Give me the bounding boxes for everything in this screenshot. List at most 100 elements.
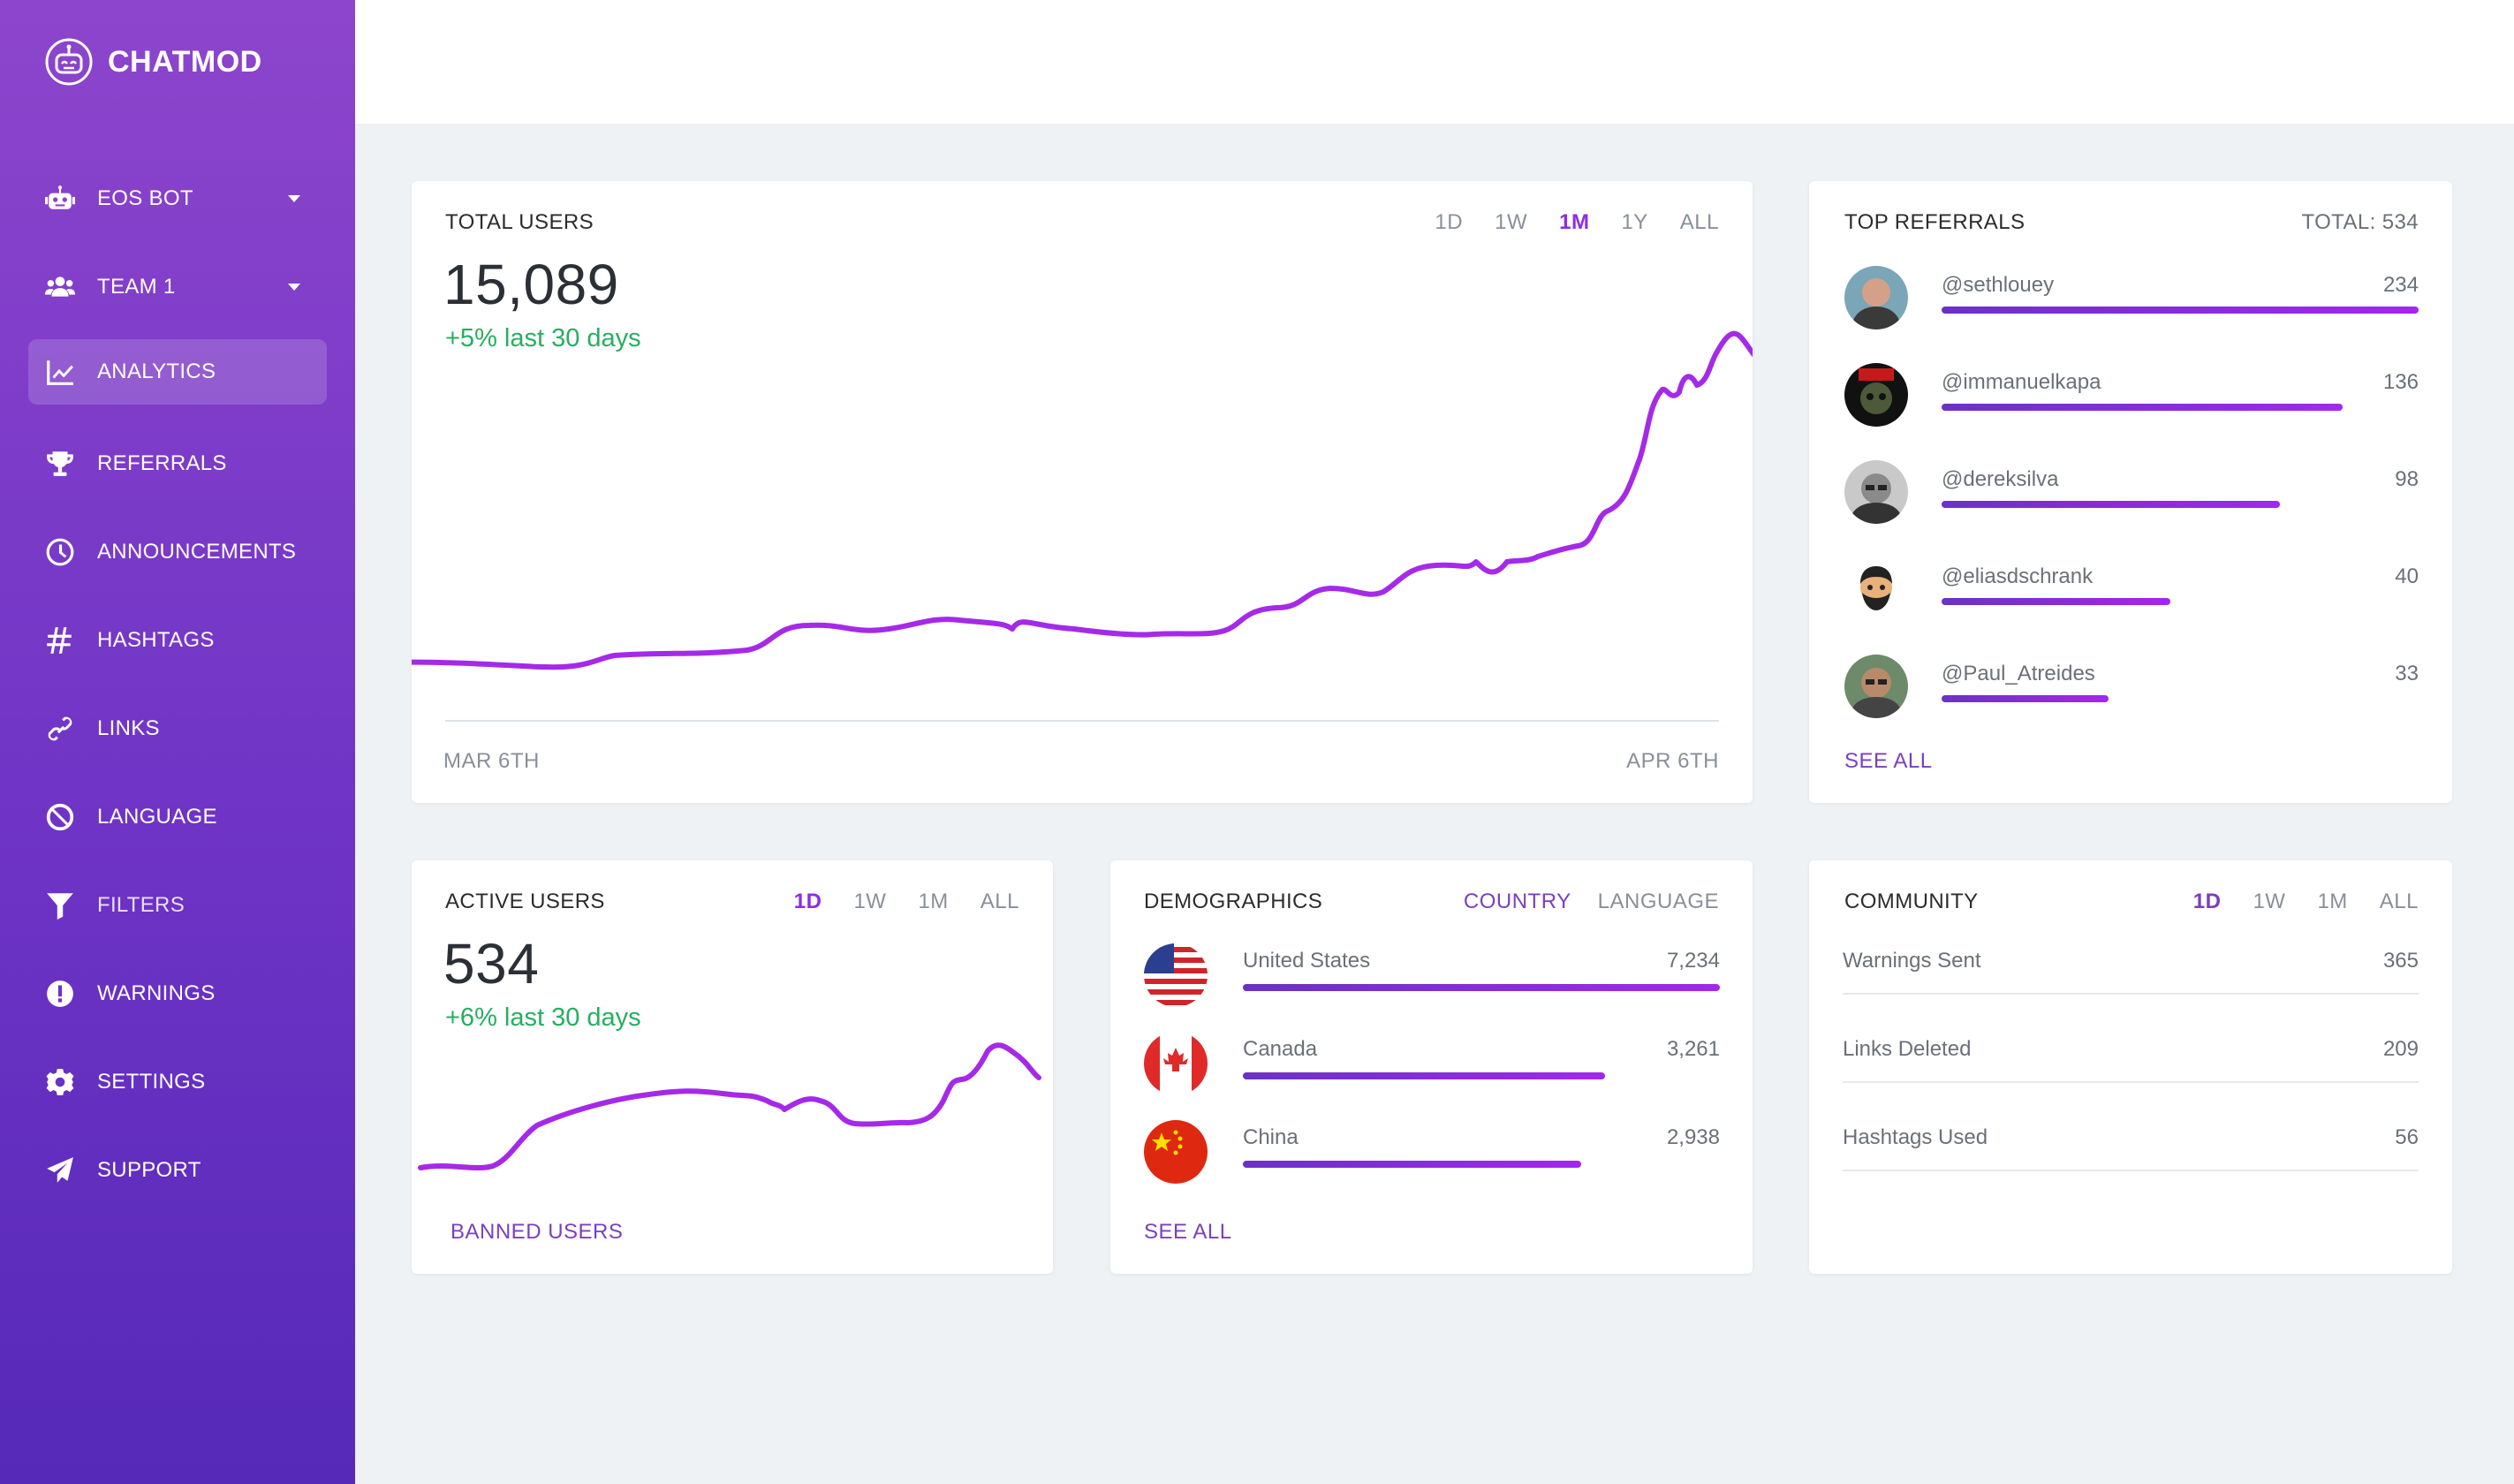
filter-icon bbox=[44, 890, 76, 921]
sidebar-item-settings[interactable]: SETTINGS bbox=[28, 1049, 327, 1115]
sidebar-item-filters[interactable]: FILTERS bbox=[28, 873, 327, 938]
tab-country[interactable]: COUNTRY bbox=[1463, 890, 1571, 913]
referral-row[interactable]: @eliasdschrank 40 bbox=[1844, 557, 2419, 628]
range-tab-all[interactable]: ALL bbox=[1679, 210, 1719, 234]
chart-line-icon bbox=[44, 356, 76, 388]
referral-bar bbox=[1942, 598, 2419, 605]
sidebar-item-support[interactable]: SUPPORT bbox=[28, 1138, 327, 1203]
country-row[interactable]: Canada 3,261 bbox=[1144, 1032, 1720, 1102]
community-stat-row: Links Deleted 209 bbox=[1843, 1032, 2419, 1083]
referral-bar bbox=[1942, 501, 2419, 508]
stat-value: 365 bbox=[2382, 949, 2419, 973]
top-bar bbox=[355, 0, 2514, 124]
range-tab-1m[interactable]: 1M bbox=[2317, 890, 2348, 913]
sidebar: CHATMOD EOS BOT TEAM 1 ANALYTICS REFERRA… bbox=[0, 0, 355, 1484]
avatar bbox=[1844, 655, 1908, 718]
sidebar-item-links[interactable]: LINKS bbox=[28, 696, 327, 761]
sidebar-item-analytics[interactable]: ANALYTICS bbox=[28, 339, 327, 405]
range-tab-1d[interactable]: 1D bbox=[1435, 210, 1464, 234]
total-users-series-line bbox=[412, 330, 1753, 670]
range-tab-1d[interactable]: 1D bbox=[793, 890, 822, 913]
range-tabs: 1D 1W 1M ALL bbox=[762, 890, 1019, 914]
country-bar bbox=[1243, 984, 1720, 991]
sidebar-item-eos-bot[interactable]: EOS BOT bbox=[28, 166, 327, 231]
brand[interactable]: CHATMOD bbox=[44, 37, 262, 87]
card-title: COMMUNITY bbox=[1844, 890, 1979, 913]
sidebar-item-label: REFERRALS bbox=[97, 451, 227, 475]
x-axis-end-label: APR 6TH bbox=[1626, 749, 1719, 773]
sidebar-item-label: FILTERS bbox=[97, 893, 186, 917]
referral-row[interactable]: @dereksilva 98 bbox=[1844, 460, 2419, 531]
referral-bar bbox=[1942, 404, 2419, 411]
referral-bar-fill bbox=[1942, 695, 2109, 702]
avatar bbox=[1844, 557, 1908, 621]
caret-down-icon bbox=[288, 284, 300, 291]
referral-row[interactable]: @Paul_Atreides 33 bbox=[1844, 655, 2419, 725]
sidebar-item-label: SUPPORT bbox=[97, 1158, 201, 1182]
gear-icon bbox=[44, 1066, 76, 1098]
referral-row[interactable]: @immanuelkapa 136 bbox=[1844, 363, 2419, 434]
range-tab-1d[interactable]: 1D bbox=[2192, 890, 2222, 913]
card-title: ACTIVE USERS bbox=[445, 890, 605, 913]
country-name: United States bbox=[1243, 949, 1371, 973]
range-tab-all[interactable]: ALL bbox=[2379, 890, 2419, 913]
community-stat-row: Warnings Sent 365 bbox=[1843, 943, 2419, 995]
country-name: China bbox=[1243, 1125, 1299, 1149]
sidebar-item-announcements[interactable]: ANNOUNCEMENTS bbox=[28, 519, 327, 585]
sidebar-item-warnings[interactable]: WARNINGS bbox=[28, 961, 327, 1026]
country-row[interactable]: United States 7,234 bbox=[1144, 943, 1720, 1014]
sidebar-item-referrals[interactable]: REFERRALS bbox=[28, 431, 327, 496]
referral-count: 40 bbox=[2395, 564, 2419, 588]
avatar bbox=[1844, 266, 1908, 329]
referral-row[interactable]: @sethlouey 234 bbox=[1844, 266, 2419, 337]
country-count: 7,234 bbox=[1666, 949, 1720, 973]
country-row[interactable]: China 2,938 bbox=[1144, 1120, 1720, 1191]
range-tab-all[interactable]: ALL bbox=[980, 890, 1019, 913]
avatar bbox=[1844, 363, 1908, 427]
range-tab-1y[interactable]: 1Y bbox=[1621, 210, 1648, 234]
brand-name: CHATMOD bbox=[108, 44, 262, 79]
referral-name: @immanuelkapa bbox=[1942, 370, 2101, 394]
demographics-card: DEMOGRAPHICS COUNTRY LANGUAGE United Sta… bbox=[1110, 860, 1753, 1274]
hashtag-icon bbox=[44, 625, 76, 656]
caret-down-icon bbox=[288, 195, 300, 202]
range-tab-1w[interactable]: 1W bbox=[853, 890, 887, 913]
canada-flag-icon bbox=[1144, 1032, 1208, 1095]
community-card: COMMUNITY 1D 1W 1M ALL Warnings Sent 365… bbox=[1809, 860, 2452, 1274]
banned-users-link[interactable]: BANNED USERS bbox=[451, 1220, 624, 1244]
tab-language[interactable]: LANGUAGE bbox=[1597, 890, 1719, 913]
referral-count: 33 bbox=[2395, 662, 2419, 685]
card-title: DEMOGRAPHICS bbox=[1144, 890, 1323, 913]
referral-bar-fill bbox=[1942, 404, 2343, 411]
country-count: 2,938 bbox=[1666, 1125, 1720, 1149]
range-tabs: 1D 1W 1M 1Y ALL bbox=[1403, 210, 1719, 235]
stat-value: 209 bbox=[2382, 1037, 2419, 1061]
robot-logo-icon bbox=[45, 38, 93, 86]
card-title: TOTAL USERS bbox=[445, 210, 594, 234]
range-tab-1m[interactable]: 1M bbox=[918, 890, 949, 913]
sidebar-item-hashtags[interactable]: HASHTAGS bbox=[28, 608, 327, 673]
referral-bar bbox=[1942, 307, 2419, 314]
range-tab-1m[interactable]: 1M bbox=[1559, 210, 1590, 234]
sidebar-item-language[interactable]: LANGUAGE bbox=[28, 784, 327, 850]
paper-plane-icon bbox=[44, 1155, 76, 1186]
see-all-referrals-link[interactable]: SEE ALL bbox=[1844, 749, 1933, 773]
referral-count: 234 bbox=[2382, 273, 2419, 297]
see-all-demographics-link[interactable]: SEE ALL bbox=[1144, 1220, 1232, 1244]
sidebar-item-label: HASHTAGS bbox=[97, 628, 215, 652]
sidebar-item-label: LANGUAGE bbox=[97, 805, 217, 829]
trophy-icon bbox=[44, 448, 76, 480]
referral-name: @eliasdschrank bbox=[1942, 564, 2094, 588]
sidebar-item-label: TEAM 1 bbox=[97, 275, 176, 299]
card-title: TOP REFERRALS bbox=[1844, 210, 2026, 234]
sidebar-item-label: ANALYTICS bbox=[97, 360, 216, 383]
country-bar-fill bbox=[1243, 1161, 1582, 1168]
range-tab-1w[interactable]: 1W bbox=[1495, 210, 1528, 234]
range-tab-1w[interactable]: 1W bbox=[2253, 890, 2286, 913]
active-users-value: 534 bbox=[443, 932, 540, 996]
sidebar-item-team[interactable]: TEAM 1 bbox=[28, 254, 327, 320]
referral-bar bbox=[1942, 695, 2419, 702]
sidebar-item-label: ANNOUNCEMENTS bbox=[97, 540, 297, 564]
referral-count: 98 bbox=[2395, 467, 2419, 491]
stat-label: Warnings Sent bbox=[1843, 949, 1981, 973]
